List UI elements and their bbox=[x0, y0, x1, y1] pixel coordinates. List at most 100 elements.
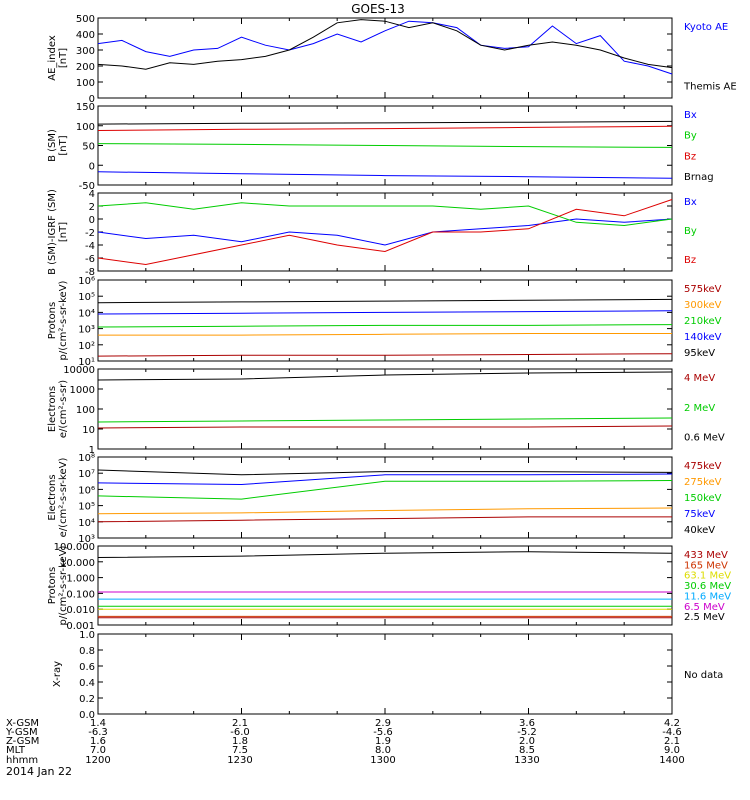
series-line-575kev bbox=[97, 353, 673, 357]
legend-label: 433 MeV bbox=[684, 550, 728, 561]
orbit-row-label: X-GSM bbox=[6, 718, 39, 729]
legend-label: Kyoto AE bbox=[684, 22, 728, 33]
legend-label: 575keV bbox=[684, 284, 722, 295]
series-line-bz bbox=[97, 125, 673, 131]
orbit-value: 1400 bbox=[659, 755, 684, 766]
y-tick-label: 10³ bbox=[78, 325, 95, 336]
orbit-value: -6.3 bbox=[88, 727, 108, 738]
series-line-total bbox=[97, 120, 673, 125]
y-tick-label: 1000 bbox=[70, 385, 95, 396]
legend-label: Themis AE bbox=[683, 82, 737, 93]
y-axis-label: AE_index bbox=[47, 35, 58, 81]
y-tick-label: 10⁶ bbox=[78, 485, 95, 496]
legend-label: 300keV bbox=[684, 300, 722, 311]
y-tick-label: 1.0 bbox=[79, 630, 95, 641]
orbit-value: 7.5 bbox=[232, 745, 248, 756]
legend-label: 140keV bbox=[684, 332, 722, 343]
legend-label: 165 MeV bbox=[684, 560, 728, 571]
series-line-140kev bbox=[97, 310, 673, 315]
series-line-210kev bbox=[97, 324, 673, 328]
legend-label: 2.5 MeV bbox=[684, 612, 725, 623]
no-data-label: No data bbox=[684, 670, 723, 681]
y-axis-label: B (SM) bbox=[47, 129, 58, 162]
panel-frame bbox=[97, 545, 673, 626]
y-tick-label: -50 bbox=[79, 181, 95, 192]
y-tick-label: 10⁶ bbox=[78, 276, 95, 287]
panel-5: 1 10 100 1000 10000 Electrons e/(cm²-s-sr) 4 Me… bbox=[47, 365, 725, 456]
legend-label: 275keV bbox=[684, 477, 722, 488]
series-line-bx bbox=[97, 218, 673, 246]
y-tick-label: 10⁵ bbox=[78, 502, 95, 513]
y-axis-label: Protons bbox=[47, 302, 58, 339]
y-axis-label: p/(cm²-s-sr-keV) bbox=[58, 280, 69, 360]
series-line-by bbox=[97, 202, 673, 227]
orbit-value: 2.1 bbox=[232, 718, 248, 729]
orbit-value: 1330 bbox=[514, 755, 539, 766]
y-axis-label: [nT] bbox=[58, 222, 69, 242]
orbit-value: 3.6 bbox=[519, 718, 535, 729]
legend-label: 11.6 MeV bbox=[684, 591, 731, 602]
orbit-value: 4.2 bbox=[664, 718, 680, 729]
panel-frame bbox=[97, 279, 673, 362]
y-tick-label: 10⁸ bbox=[78, 453, 95, 464]
y-tick-label: 0.6 bbox=[79, 662, 95, 673]
legend-label: Brnag bbox=[684, 172, 714, 183]
legend-label: 0.6 MeV bbox=[684, 433, 725, 444]
series-line-bx bbox=[97, 171, 673, 179]
y-tick-label: -2 bbox=[85, 228, 95, 239]
legend-label: 4 MeV bbox=[684, 373, 715, 384]
y-tick-label: 1.000 bbox=[66, 574, 95, 585]
y-axis-label: p/(cm²-s-sr-keV) bbox=[58, 545, 69, 625]
legend-label: 475keV bbox=[684, 461, 722, 472]
orbit-value: 1.4 bbox=[90, 718, 106, 729]
y-axis-label: e/(cm²-s-sr-keV) bbox=[58, 458, 69, 538]
series-line-4-mev bbox=[97, 425, 673, 429]
panel-6: 10³ 10⁴ 10⁵ 10⁶ 10⁷ 10⁸ Electrons e/(cm²-s-sr-k… bbox=[47, 453, 722, 545]
panel-7: 0.001 0.010 0.100 1.000 10.000 100.000 Protons… bbox=[47, 542, 731, 632]
y-tick-label: 10⁴ bbox=[78, 518, 95, 529]
y-tick-label: 10⁷ bbox=[78, 469, 95, 480]
y-tick-label: 500 bbox=[76, 14, 95, 25]
series-line-0-6-mev bbox=[97, 371, 673, 381]
y-axis-label: Protons bbox=[47, 567, 58, 604]
y-tick-label: 100 bbox=[76, 122, 95, 133]
y-tick-label: 10.000 bbox=[60, 558, 95, 569]
legend-label: 6.5 MeV bbox=[684, 602, 725, 613]
legend-label: Bz bbox=[684, 255, 696, 266]
orbit-value: 7.0 bbox=[90, 745, 106, 756]
legend-label: 30.6 MeV bbox=[684, 581, 731, 592]
plot-title: GOES-13 bbox=[351, 2, 405, 16]
y-axis-label: X-ray bbox=[52, 661, 63, 687]
y-tick-label: 0 bbox=[89, 94, 95, 105]
series-line-2-5-mev bbox=[97, 551, 673, 558]
orbit-value: -6.0 bbox=[230, 727, 250, 738]
y-axis-label: Electrons bbox=[47, 474, 58, 520]
panel-frame bbox=[97, 633, 673, 715]
legend-label: 2 MeV bbox=[684, 403, 715, 414]
panel-frame bbox=[97, 192, 673, 272]
y-tick-label: 10² bbox=[78, 341, 95, 352]
y-tick-label: 200 bbox=[76, 62, 95, 73]
y-tick-label: 0.001 bbox=[66, 621, 95, 632]
y-tick-label: 0.4 bbox=[79, 678, 95, 689]
y-tick-label: 10 bbox=[82, 425, 95, 436]
y-tick-label: 0.0 bbox=[79, 710, 95, 721]
y-tick-label: 10¹ bbox=[78, 357, 95, 368]
y-tick-label: 0.010 bbox=[66, 605, 95, 616]
series-line-kyoto-ae bbox=[97, 20, 673, 75]
orbit-value: -4.6 bbox=[662, 727, 682, 738]
orbit-value: 8.0 bbox=[375, 745, 391, 756]
panel-4: 10¹ 10² 10³ 10⁴ 10⁵ 10⁶ Protons p/(cm²-s-sr-keV… bbox=[47, 276, 722, 368]
y-tick-label: 0.100 bbox=[66, 589, 95, 600]
orbit-row-label: Y-GSM bbox=[5, 727, 38, 738]
series-line-themis-ae bbox=[97, 19, 673, 70]
series-line-475kev bbox=[97, 516, 672, 523]
orbit-value: 9.0 bbox=[664, 745, 680, 756]
panel-2: -50 0 50 100 150 B (SM) [nT] Bx By Bz Brnag bbox=[47, 102, 714, 192]
panel-frame bbox=[97, 368, 673, 450]
orbit-value: 1.9 bbox=[375, 736, 391, 747]
orbit-value: 1300 bbox=[370, 755, 395, 766]
